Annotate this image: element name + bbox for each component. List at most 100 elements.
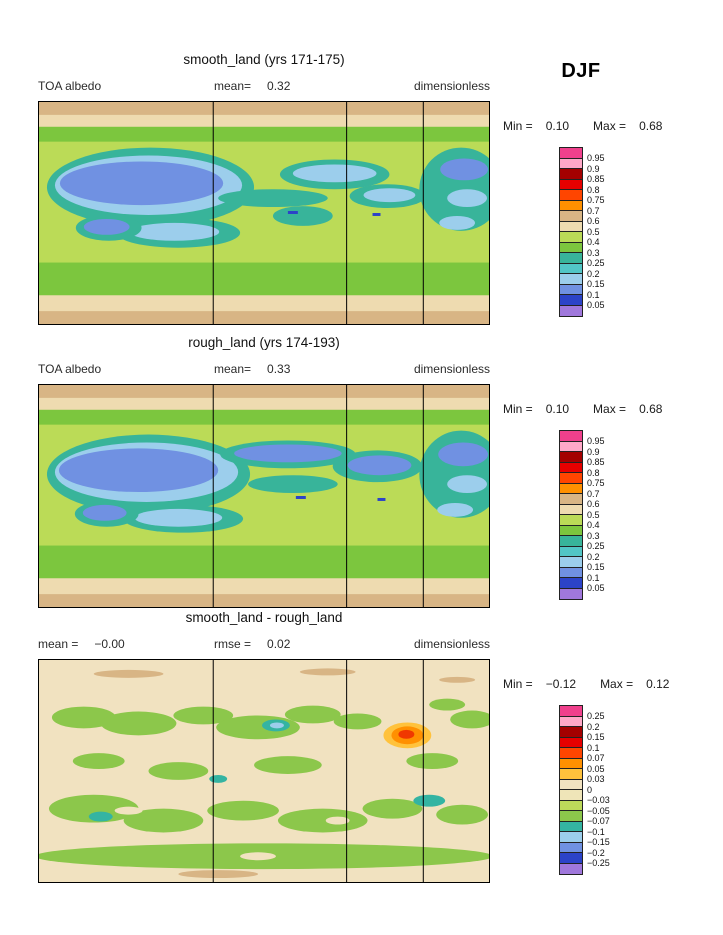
colorbar-tick-label: 0.15: [587, 562, 605, 572]
panel-info-row: mean = −0.00 rmse = 0.02 dimensionless: [38, 637, 490, 652]
colorbar-tick-label: 0.25: [587, 541, 605, 551]
colorbar-tick-label: 0.15: [587, 279, 605, 289]
stats-minmax: Min = 0.10 Max = 0.68: [503, 119, 718, 133]
colorbar-box: [560, 779, 582, 790]
colorbar-box: [560, 148, 582, 159]
stats-minmax: Min = 0.10 Max = 0.68: [503, 402, 718, 416]
colorbar-box: [560, 567, 582, 578]
colorbar-box: [560, 158, 582, 169]
colorbar-box: [560, 758, 582, 769]
contour-map-graphic: [39, 102, 489, 324]
panel-smooth-land: smooth_land (yrs 171-175) TOA albedo mea…: [0, 52, 723, 342]
colorbar-box: [560, 790, 582, 801]
colorbar-box: [560, 473, 582, 484]
colorbar-tick-label: 0.25: [587, 711, 605, 721]
units-label: dimensionless: [413, 79, 490, 93]
colorbar-box: [560, 494, 582, 505]
colorbar-box: [560, 483, 582, 494]
panel-title: smooth_land (yrs 171-175): [183, 52, 345, 67]
variable-label: TOA albedo: [38, 79, 102, 93]
season-label: DJF: [561, 60, 601, 82]
colorbar-stack: [559, 430, 583, 600]
panel-info-row: TOA albedo mean= 0.33 dimensionless: [38, 362, 490, 377]
mean-label: mean=: [214, 362, 252, 376]
colorbar-stack: [559, 147, 583, 317]
colorbar-tick-label: 0.95: [587, 153, 605, 163]
units-label: dimensionless: [413, 637, 490, 651]
variable-label: TOA albedo: [38, 362, 102, 376]
colorbar-tick-label: 0.8: [587, 467, 600, 478]
colorbar-tick-label: −0.03: [587, 795, 610, 805]
panel-info-row: TOA albedo mean= 0.32 dimensionless: [38, 79, 490, 94]
mean-label: mean =: [38, 637, 79, 651]
contour-map-graphic: [39, 660, 489, 882]
colorbar-tick-label: 0.6: [587, 499, 600, 509]
colorbar-box: [560, 431, 582, 442]
mean-value: 0.33: [267, 362, 291, 376]
colorbar-tick-label: 0.07: [587, 753, 605, 763]
min-value: −0.12: [545, 677, 577, 691]
colorbar-box: [560, 769, 582, 780]
colorbar-box: [560, 200, 582, 211]
colorbar-tick-label: −0.2: [587, 847, 605, 858]
colorbar-box: [560, 295, 582, 306]
colorbar-box: [560, 842, 582, 853]
min-label: Min =: [503, 402, 533, 416]
colorbar-tick-label: 0.05: [587, 583, 605, 593]
colorbar-tick-label: 0.75: [587, 478, 605, 488]
colorbar-tick-label: 0.2: [587, 268, 600, 279]
colorbar-tick-label: 0.95: [587, 436, 605, 446]
colorbar-box: [560, 853, 582, 864]
colorbar-tick-label: 0.75: [587, 195, 605, 205]
colorbar-box: [560, 716, 582, 727]
max-label: Max =: [600, 677, 634, 691]
colorbar-tick-label: 0.9: [587, 446, 600, 457]
colorbar-tick-label: 0.4: [587, 520, 600, 530]
mean-value: −0.00: [94, 637, 125, 651]
stats-minmax: Min = −0.12 Max = 0.12: [503, 677, 718, 691]
colorbar-box: [560, 706, 582, 717]
colorbar-tick-label: 0.03: [587, 774, 605, 784]
colorbar-box: [560, 525, 582, 536]
colorbar-box: [560, 284, 582, 295]
colorbar-box: [560, 588, 582, 599]
panel-difference: smooth_land - rough_land mean = −0.00 rms…: [0, 610, 723, 900]
min-label: Min =: [503, 677, 533, 691]
colorbar-box: [560, 242, 582, 253]
panel-title: rough_land (yrs 174-193): [188, 335, 340, 350]
colorbar-box: [560, 179, 582, 190]
contour-map-graphic: [39, 385, 489, 607]
colorbar-box: [560, 737, 582, 748]
mean-label: mean=: [214, 79, 252, 93]
colorbar-tick-label: 0.3: [587, 530, 600, 541]
colorbar-box: [560, 441, 582, 452]
colorbar-box: [560, 274, 582, 285]
map-plot-smooth-land: [38, 101, 490, 325]
min-value: 0.10: [545, 119, 570, 133]
mean-value: 0.32: [267, 79, 291, 93]
colorbar-tick-label: 0.6: [587, 216, 600, 226]
colorbar-box: [560, 863, 582, 874]
colorbar-tick-label: 0.2: [587, 721, 600, 732]
colorbar-tick-label: 0.7: [587, 205, 600, 216]
colorbar-tick-label: 0.1: [587, 742, 600, 753]
panel-title: smooth_land - rough_land: [185, 610, 343, 625]
colorbar-tick-label: 0.5: [587, 509, 600, 520]
colorbar-box: [560, 452, 582, 463]
colorbar-tick-label: −0.25: [587, 858, 610, 868]
rmse-label: rmse =: [214, 637, 252, 651]
colorbar-box: [560, 515, 582, 526]
colorbar-tick-label: 0.1: [587, 572, 600, 583]
colorbar-box: [560, 190, 582, 201]
panel-rough-land: rough_land (yrs 174-193) TOA albedo mean…: [0, 335, 723, 625]
max-value: 0.12: [646, 677, 670, 691]
colorbar-tick-label: 0.25: [587, 258, 605, 268]
colorbar-box: [560, 232, 582, 243]
colorbar-tick-label: 0.5: [587, 226, 600, 237]
colorbar-tick-label: 0.9: [587, 163, 600, 174]
colorbar-tick-label: 0.05: [587, 763, 605, 774]
colorbar-box: [560, 727, 582, 738]
colorbar-box: [560, 504, 582, 515]
max-label: Max =: [593, 119, 627, 133]
